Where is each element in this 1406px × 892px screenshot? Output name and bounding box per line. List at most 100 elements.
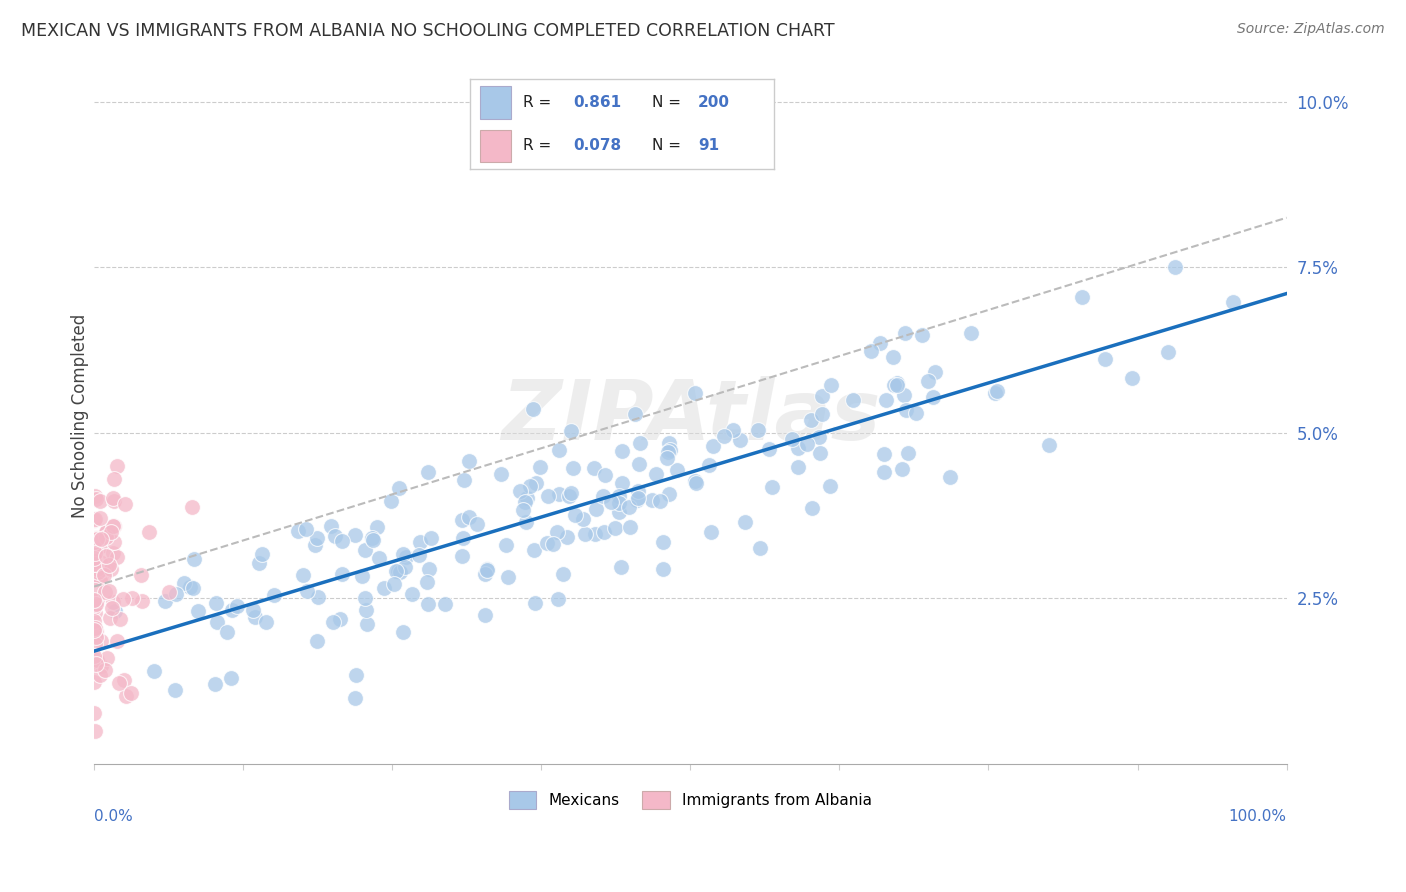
Point: [90, 658, 112, 673]
Point: [101, 600, 124, 615]
Point: [983, 386, 1005, 401]
Point: [83, 554, 105, 568]
Point: [83, 615, 105, 629]
Point: [90, 633, 112, 648]
Point: [408, 549, 430, 563]
Point: [219, 672, 242, 686]
Point: [574, 526, 596, 541]
Point: [820, 377, 842, 392]
Point: [226, 599, 249, 614]
Point: [84, 622, 107, 636]
Point: [796, 437, 818, 451]
Point: [917, 374, 939, 388]
Point: [360, 532, 382, 546]
Point: [98, 611, 121, 625]
Point: [84, 607, 107, 621]
Point: [83, 723, 105, 738]
Point: [451, 531, 474, 545]
Point: [83, 623, 105, 637]
Point: [509, 483, 531, 498]
Y-axis label: No Schooling Completed: No Schooling Completed: [72, 314, 89, 518]
Point: [103, 472, 125, 486]
Point: [131, 594, 153, 608]
Text: 100.0%: 100.0%: [1229, 809, 1286, 824]
Point: [103, 493, 125, 508]
Point: [205, 615, 228, 629]
Point: [138, 524, 160, 539]
Point: [373, 581, 395, 595]
Point: [734, 515, 756, 529]
Point: [83, 513, 105, 527]
Point: [683, 386, 706, 401]
Point: [702, 439, 724, 453]
Point: [83, 706, 105, 720]
Point: [165, 587, 187, 601]
Point: [524, 596, 547, 610]
Point: [83, 649, 105, 664]
Point: [307, 590, 329, 604]
Point: [291, 567, 314, 582]
Point: [665, 463, 688, 477]
Point: [321, 518, 343, 533]
Point: [474, 567, 496, 582]
Point: [641, 493, 664, 508]
Point: [658, 436, 681, 450]
Point: [387, 564, 409, 578]
Point: [179, 580, 201, 594]
Point: [84, 491, 107, 506]
Point: [416, 466, 439, 480]
Point: [84, 637, 107, 651]
Text: MEXICAN VS IMMIGRANTS FROM ALBANIA NO SCHOOLING COMPLETED CORRELATION CHART: MEXICAN VS IMMIGRANTS FROM ALBANIA NO SC…: [21, 22, 835, 40]
Point: [786, 441, 808, 455]
Point: [112, 673, 135, 687]
Point: [83, 555, 105, 569]
Point: [325, 529, 347, 543]
Point: [83, 556, 105, 570]
Point: [558, 489, 581, 503]
Point: [713, 429, 735, 443]
Point: [392, 547, 415, 561]
Point: [183, 552, 205, 566]
Point: [748, 541, 770, 556]
Point: [173, 576, 195, 591]
Point: [465, 517, 488, 532]
Point: [86, 532, 108, 546]
Point: [526, 476, 548, 491]
Point: [83, 599, 105, 614]
Point: [84, 512, 107, 526]
Point: [869, 335, 891, 350]
Point: [873, 465, 896, 479]
Point: [93, 585, 115, 599]
Point: [83, 621, 105, 635]
Point: [307, 531, 329, 545]
Point: [84, 541, 107, 556]
Point: [143, 665, 166, 679]
Point: [111, 592, 134, 607]
Point: [242, 603, 264, 617]
Point: [658, 487, 681, 501]
Point: [904, 406, 927, 420]
Point: [356, 617, 378, 632]
Point: [394, 560, 416, 574]
Point: [537, 489, 560, 503]
Point: [800, 501, 823, 516]
Point: [263, 588, 285, 602]
Point: [187, 604, 209, 618]
Point: [103, 595, 125, 609]
Point: [93, 663, 115, 677]
Point: [83, 546, 105, 560]
Point: [97, 558, 120, 573]
Point: [891, 462, 914, 476]
Point: [882, 350, 904, 364]
Point: [645, 467, 668, 482]
Point: [353, 591, 375, 605]
Point: [1164, 260, 1187, 275]
Point: [512, 503, 534, 517]
Text: Source: ZipAtlas.com: Source: ZipAtlas.com: [1237, 22, 1385, 37]
Point: [344, 668, 367, 682]
Point: [250, 547, 273, 561]
Point: [628, 436, 651, 450]
Point: [515, 515, 537, 529]
Point: [610, 560, 633, 574]
Point: [86, 653, 108, 667]
